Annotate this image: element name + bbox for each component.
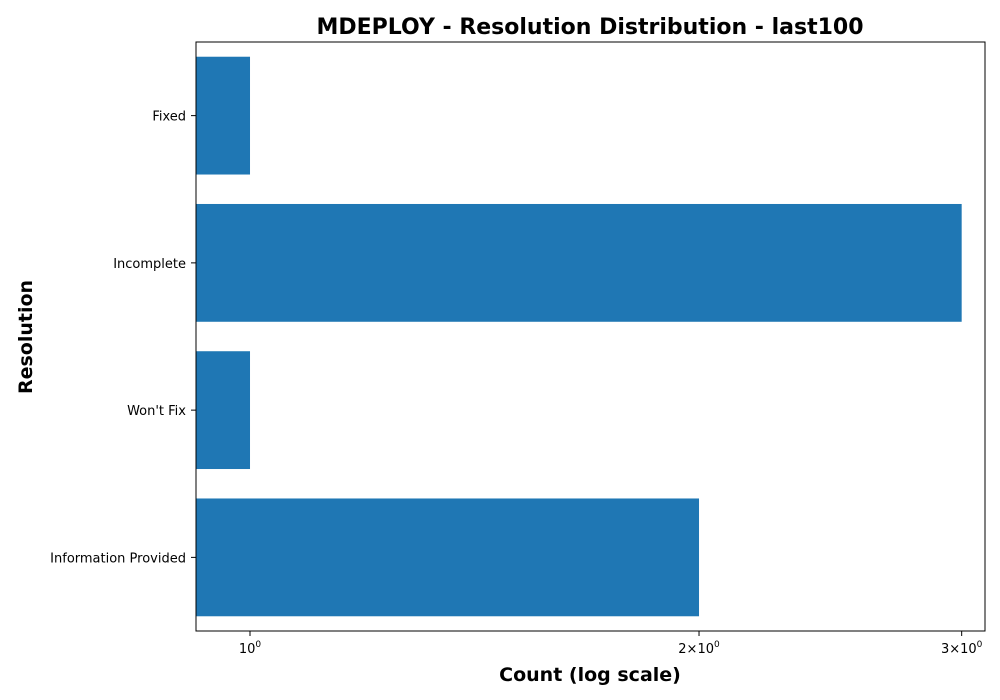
x-tick-label-0: 100 (239, 640, 262, 657)
y-tick-label-won-t-fix: Won't Fix (127, 404, 186, 419)
bar-information-provided (196, 498, 700, 617)
y-axis-label: Resolution (15, 280, 37, 394)
ticks-layer: Fixed Incomplete Won't Fix Information Prov… (50, 110, 982, 657)
bar-incomplete (196, 203, 962, 322)
plot-frame (195, 41, 986, 632)
x-tick-label-2: 3×100 (941, 640, 983, 657)
y-tick-label-fixed: Fixed (152, 110, 186, 125)
y-tick-label-incomplete: Incomplete (113, 257, 186, 272)
chart-title: MDEPLOY - Resolution Distribution - last… (316, 15, 863, 40)
y-tick-label-information-provided: Information Provided (50, 551, 186, 566)
x-axis-label: Count (log scale) (499, 664, 681, 686)
bar-won-t-fix (196, 351, 251, 470)
bars-layer (196, 56, 962, 617)
bar-fixed (196, 56, 251, 175)
x-tick-label-1: 2×100 (678, 640, 720, 657)
